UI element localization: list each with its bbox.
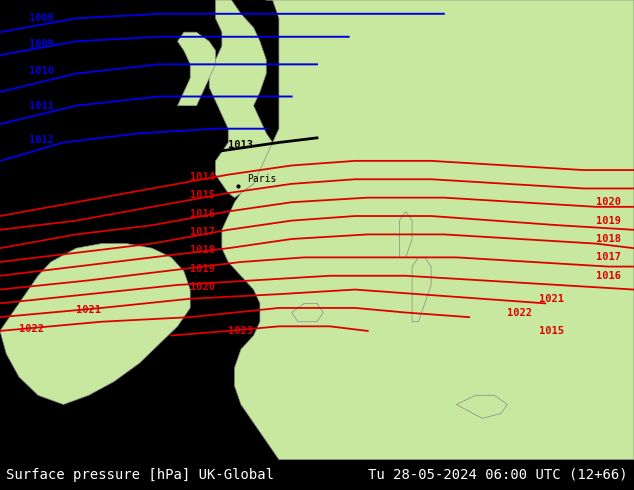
Text: 1022: 1022 <box>19 323 44 334</box>
Text: 1012: 1012 <box>29 135 54 145</box>
Text: 1017: 1017 <box>190 227 216 237</box>
Text: 1008: 1008 <box>29 13 54 24</box>
Text: 1022: 1022 <box>507 308 533 318</box>
Text: 1013: 1013 <box>228 140 254 150</box>
Text: 1016: 1016 <box>596 271 621 281</box>
Text: 1011: 1011 <box>29 101 54 111</box>
Text: 1018: 1018 <box>190 245 216 255</box>
Text: 1021: 1021 <box>539 294 564 304</box>
Text: 1019: 1019 <box>596 216 621 225</box>
Text: Paris: Paris <box>247 173 276 184</box>
Text: Tu 28-05-2024 06:00 UTC (12+66): Tu 28-05-2024 06:00 UTC (12+66) <box>368 468 628 482</box>
Text: 1009: 1009 <box>29 39 54 49</box>
Text: 1023: 1023 <box>228 326 254 336</box>
Text: 1015: 1015 <box>539 326 564 336</box>
Text: 1017: 1017 <box>596 252 621 262</box>
Text: Surface pressure [hPa] UK-Global: Surface pressure [hPa] UK-Global <box>6 468 275 482</box>
Text: 1021: 1021 <box>76 305 101 315</box>
Text: 1020: 1020 <box>596 197 621 207</box>
Text: 1010: 1010 <box>29 66 54 76</box>
Text: 1015: 1015 <box>190 190 216 200</box>
Text: 1018: 1018 <box>596 234 621 244</box>
Text: 1016: 1016 <box>190 209 216 219</box>
Text: 1020: 1020 <box>190 282 216 292</box>
Text: 1019: 1019 <box>190 264 216 274</box>
Text: 1014: 1014 <box>190 172 216 182</box>
